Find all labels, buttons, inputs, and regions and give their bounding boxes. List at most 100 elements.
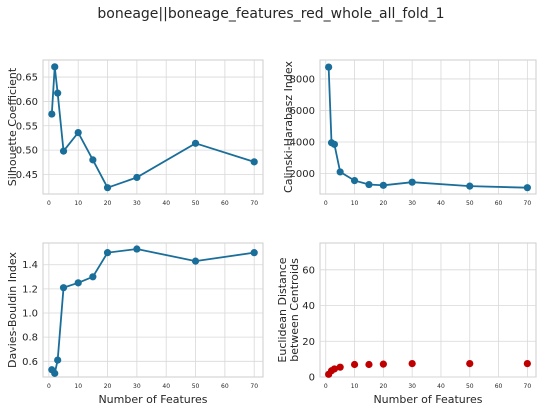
- y-tick-label: 6000: [290, 106, 315, 117]
- data-point: [330, 365, 338, 373]
- data-point: [133, 245, 141, 253]
- x-tick-label: 50: [466, 383, 474, 390]
- data-point: [89, 156, 97, 164]
- data-point: [336, 363, 344, 371]
- y-tick-label: 0.6: [22, 357, 38, 368]
- data-point: [365, 360, 373, 369]
- x-tick-label: 30: [408, 200, 416, 207]
- y-axis-label-line: between Centroids: [288, 258, 301, 362]
- y-tick-label: 0.65: [16, 73, 38, 84]
- x-tick-label: 10: [74, 383, 82, 390]
- data-point: [523, 184, 531, 192]
- data-point: [74, 129, 82, 137]
- data-point: [379, 181, 387, 189]
- x-tick-label: 20: [380, 200, 388, 207]
- x-tick-label: 20: [104, 383, 112, 390]
- x-tick-label: 60: [221, 383, 229, 390]
- y-tick-label: 2000: [290, 169, 315, 180]
- data-point: [54, 356, 62, 364]
- x-tick-label: 30: [408, 383, 416, 390]
- x-tick-label: 30: [133, 200, 141, 207]
- x-tick-label: 20: [104, 200, 112, 207]
- y-axis-label: Calinski-Harabasz Index: [282, 61, 295, 193]
- data-point: [133, 173, 141, 182]
- chart-top-left: 0 10 20 30 40 50 60 70 0.45 0.50 0.55 0.60 0.65Silho…: [6, 59, 264, 207]
- plot-area: [42, 59, 264, 195]
- data-point: [54, 89, 62, 97]
- y-axis-label-line: Euclidean Distance: [276, 257, 289, 362]
- y-axis-label: Euclidean Distancebetween Centroids: [276, 257, 301, 362]
- y-tick-label: 1.4: [22, 260, 38, 271]
- data-point: [466, 182, 474, 190]
- y-tick-label: 0.45: [16, 170, 38, 181]
- x-tick-label: 70: [524, 200, 532, 207]
- y-tick-label: 0.55: [16, 121, 38, 132]
- x-tick-label: 0: [47, 200, 51, 207]
- y-tick-label: 0.50: [16, 146, 38, 157]
- subplot-grid: 0 10 20 30 40 50 60 700.450.500.550.600.65Silho…: [6, 59, 537, 406]
- y-axis-label: Davies-Bouldin Index: [6, 252, 19, 368]
- x-tick-label: 70: [524, 383, 532, 390]
- x-tick-label: 40: [437, 383, 445, 390]
- data-point: [250, 249, 258, 257]
- x-tick-label: 0: [324, 383, 328, 390]
- data-point: [48, 110, 56, 118]
- y-tick-label: 0.8: [22, 333, 38, 344]
- data-point: [379, 360, 387, 368]
- y-tick-label: 1.2: [22, 284, 38, 295]
- x-tick-label: 20: [380, 383, 388, 390]
- data-point: [466, 360, 474, 368]
- data-point: [89, 273, 97, 281]
- x-tick-label: 30: [133, 383, 141, 390]
- data-point: [51, 63, 59, 71]
- x-axis-label: Number of Features: [98, 393, 207, 406]
- data-point: [325, 63, 333, 71]
- x-tick-label: 50: [192, 200, 200, 207]
- y-tick-label: 4000: [290, 137, 315, 148]
- y-tick-label: 1.0: [22, 309, 38, 320]
- y-tick-label: 8000: [290, 74, 315, 85]
- x-tick-label: 40: [162, 383, 170, 390]
- chart-bottom-left: 0 10 20 30 40 50 60 70 0.6 0.8 1.0 1.2 1.4Davies-Bou…: [6, 242, 264, 406]
- data-point: [103, 249, 112, 257]
- data-point: [336, 168, 344, 176]
- data-point: [74, 279, 82, 287]
- plot-area: [319, 59, 537, 195]
- data-point: [51, 369, 59, 377]
- x-tick-label: 50: [192, 383, 200, 390]
- data-point: [350, 360, 359, 369]
- y-axis-label: Silhouette Coefficient: [6, 67, 19, 186]
- data-point: [191, 139, 200, 147]
- data-point: [250, 158, 258, 166]
- x-tick-label: 40: [437, 200, 445, 207]
- x-tick-label: 50: [466, 200, 474, 207]
- y-tick-label: 60: [302, 265, 315, 276]
- x-tick-label: 10: [351, 200, 359, 207]
- data-point: [59, 147, 68, 155]
- data-point: [408, 360, 416, 368]
- x-tick-label: 70: [250, 200, 258, 207]
- x-tick-label: 60: [495, 383, 503, 390]
- x-tick-label: 0: [324, 200, 328, 207]
- data-point: [408, 178, 416, 186]
- chart-top-right: 0 10 20 30 40 50 60 70 2000 4000 6000 8000Calinski-…: [282, 59, 537, 207]
- data-point: [103, 184, 112, 192]
- series-line: [50, 66, 255, 189]
- x-tick-label: 60: [495, 200, 503, 207]
- x-tick-label: 60: [221, 200, 229, 207]
- data-point: [330, 140, 338, 148]
- figure-title: boneage||boneage_features_red_whole_all_…: [97, 6, 444, 22]
- data-point: [365, 180, 373, 189]
- data-point: [59, 284, 68, 292]
- x-tick-label: 70: [250, 383, 258, 390]
- data-point: [350, 177, 359, 185]
- y-tick-label: 0: [309, 373, 315, 384]
- x-axis-label: Number of Features: [373, 393, 482, 406]
- y-tick-label: 20: [302, 337, 315, 348]
- data-point: [191, 257, 200, 265]
- x-tick-label: 0: [47, 383, 51, 390]
- x-tick-label: 10: [351, 383, 359, 390]
- y-tick-label: 0.60: [16, 97, 38, 108]
- x-tick-label: 40: [162, 200, 170, 207]
